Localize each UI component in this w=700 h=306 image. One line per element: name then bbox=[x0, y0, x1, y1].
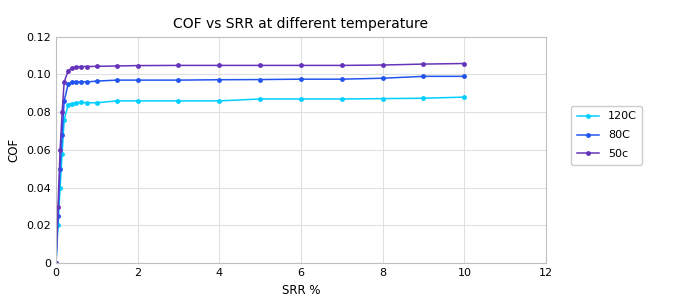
50c bbox=[72, 65, 80, 69]
50c bbox=[92, 65, 101, 68]
80C bbox=[68, 80, 76, 84]
80C bbox=[134, 78, 142, 82]
50c bbox=[460, 62, 468, 65]
80C bbox=[60, 99, 69, 103]
50c bbox=[64, 69, 73, 73]
50c bbox=[68, 66, 76, 70]
80C bbox=[54, 214, 62, 218]
120C bbox=[54, 224, 62, 227]
120C bbox=[337, 97, 346, 101]
120C bbox=[60, 118, 69, 121]
Y-axis label: COF: COF bbox=[8, 138, 21, 162]
120C bbox=[72, 101, 80, 105]
120C bbox=[64, 103, 73, 106]
50c bbox=[83, 65, 91, 68]
50c bbox=[215, 64, 223, 67]
80C bbox=[174, 78, 183, 82]
50c bbox=[113, 64, 122, 68]
Line: 120C: 120C bbox=[54, 95, 467, 266]
80C bbox=[58, 133, 66, 137]
120C bbox=[174, 99, 183, 103]
50c bbox=[60, 80, 69, 84]
50c bbox=[134, 64, 142, 67]
80C bbox=[379, 76, 387, 80]
80C bbox=[56, 167, 64, 171]
120C bbox=[379, 97, 387, 100]
120C bbox=[56, 186, 64, 189]
120C bbox=[113, 99, 122, 103]
50c bbox=[54, 205, 62, 208]
120C bbox=[68, 102, 76, 106]
50c bbox=[52, 261, 60, 265]
120C bbox=[83, 101, 91, 105]
80C bbox=[337, 77, 346, 81]
120C bbox=[52, 261, 60, 265]
50c bbox=[256, 64, 265, 67]
50c bbox=[58, 110, 66, 114]
120C bbox=[419, 96, 428, 100]
80C bbox=[76, 80, 85, 84]
80C bbox=[52, 261, 60, 265]
50c bbox=[379, 63, 387, 67]
Line: 80C: 80C bbox=[54, 74, 467, 266]
50c bbox=[337, 64, 346, 67]
80C bbox=[92, 79, 101, 83]
50c bbox=[174, 64, 183, 67]
120C bbox=[76, 101, 85, 104]
80C bbox=[215, 78, 223, 82]
80C bbox=[83, 80, 91, 84]
80C bbox=[297, 77, 305, 81]
120C bbox=[134, 99, 142, 103]
X-axis label: SRR %: SRR % bbox=[281, 284, 320, 297]
120C bbox=[297, 97, 305, 101]
120C bbox=[58, 152, 66, 155]
120C bbox=[460, 95, 468, 99]
80C bbox=[256, 78, 265, 81]
120C bbox=[215, 99, 223, 103]
50c bbox=[419, 62, 428, 66]
Legend: 120C, 80C, 50c: 120C, 80C, 50c bbox=[571, 106, 643, 165]
80C bbox=[64, 82, 73, 86]
50c bbox=[76, 65, 85, 68]
80C bbox=[113, 78, 122, 82]
120C bbox=[256, 97, 265, 101]
Line: 50c: 50c bbox=[54, 61, 467, 266]
80C bbox=[419, 74, 428, 78]
50c bbox=[56, 148, 64, 152]
Title: COF vs SRR at different temperature: COF vs SRR at different temperature bbox=[174, 17, 428, 32]
80C bbox=[460, 74, 468, 78]
80C bbox=[72, 80, 80, 84]
50c bbox=[297, 64, 305, 67]
120C bbox=[92, 101, 101, 105]
